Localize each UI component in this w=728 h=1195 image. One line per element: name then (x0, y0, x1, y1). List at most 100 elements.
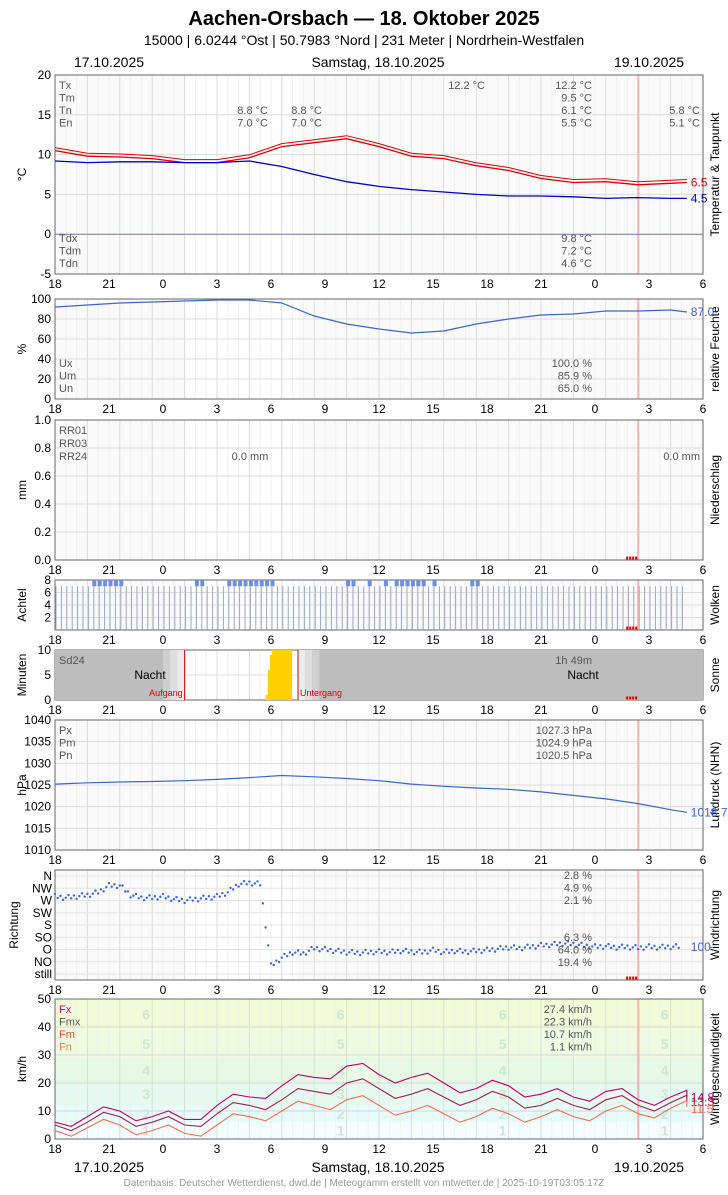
wind_dir-point (423, 949, 427, 952)
wind_dir-point (107, 881, 111, 885)
hum-xtick: 18 (48, 402, 62, 416)
rain-xtick: 21 (102, 563, 116, 577)
rain-label: RR24 (59, 451, 87, 463)
cloud-overcast-mark (394, 580, 399, 587)
wind_dir-point (88, 895, 92, 898)
wind_dir-point (299, 953, 302, 956)
wind_dir-point (72, 894, 76, 897)
wind-xtick: 21 (102, 1142, 116, 1156)
temp-stat-value: 5.8 °C (669, 105, 700, 117)
wind_dir-point (507, 948, 510, 951)
wind_dir-point (518, 945, 521, 949)
wind_dir-point (148, 894, 151, 897)
press-stat-value: 1024.9 hPa (536, 738, 593, 750)
wind_dir-point (105, 886, 108, 889)
wind_dir-point (304, 953, 308, 956)
wind_dir-xtick: 3 (214, 983, 221, 997)
wind_dir-point (542, 945, 545, 948)
wind_dir-point (502, 948, 505, 951)
hum-stat-label: Um (59, 371, 76, 383)
sun-bar (289, 650, 293, 700)
wind_dir-point (550, 943, 553, 946)
cloud-xtick: 0 (592, 633, 599, 647)
sun-side-label: Sonne (708, 657, 722, 692)
wind-frame (54, 998, 704, 1140)
sun-twilight (170, 650, 178, 700)
rain-xtick: 0 (592, 563, 599, 577)
wind_dir-point (337, 947, 340, 951)
press-xtick: 3 (646, 853, 653, 867)
cloud-overcast-mark (367, 580, 372, 587)
sunrise-label: Aufgang (149, 688, 183, 698)
rain-day-bg (184, 420, 298, 560)
wind_dir-ytick: N (43, 869, 52, 883)
wind_dir-point (64, 896, 68, 899)
sun-xtick: 3 (646, 703, 653, 717)
sun-xtick: 15 (426, 703, 440, 717)
temp-series-max (54, 135, 687, 183)
cloud-overcast-mark (383, 580, 388, 587)
temp-series-dew (54, 160, 687, 200)
wind_dir-point (604, 945, 607, 948)
sun-twilight (305, 650, 313, 700)
wind_dir-point (80, 892, 84, 895)
wind-xtick: 18 (480, 1142, 494, 1156)
rain-label: RR01 (59, 425, 87, 437)
beaufort-label: 3 (661, 1086, 669, 1102)
cloud-xtick: 18 (48, 633, 62, 647)
press-series-p (54, 774, 687, 813)
beaufort-label: 6 (337, 1006, 345, 1022)
sun-xtick: 21 (102, 703, 116, 717)
temp-ytick: 5 (44, 187, 51, 201)
dew-stat-label: Tdn (59, 258, 78, 270)
hum-stat-label: Un (59, 383, 73, 395)
wind_dir-point (599, 944, 602, 947)
wind_dir-point (102, 890, 105, 893)
wind_dir-point (426, 952, 429, 955)
wind_dir-point (53, 892, 57, 896)
rain-xtick: 18 (48, 563, 62, 577)
cloud-overcast-mark (194, 580, 199, 587)
temp-stat-value: 12.2 °C (555, 80, 592, 92)
cloud-xtick: 18 (480, 633, 494, 647)
hum-stat-label: Ux (59, 358, 73, 370)
wind_dir-point (642, 948, 645, 951)
wind_dir-point (78, 894, 81, 898)
wind_dir-point (448, 951, 451, 954)
wind_dir-point (558, 941, 562, 944)
temp-series-temp (54, 138, 687, 186)
wind_dir-point (394, 951, 397, 954)
cloud-overcast-mark (108, 580, 113, 587)
press-xtick: 12 (372, 853, 386, 867)
wind_dir-point (196, 899, 200, 903)
wind-ylabel: km/h (15, 1056, 29, 1082)
wind_dir-point (628, 948, 632, 951)
rain-ylabel: mm (15, 480, 29, 500)
wind_dir-point (83, 895, 86, 898)
wind_dir-point (469, 950, 472, 953)
wind_dir-point (477, 948, 481, 951)
wind_dir-point (186, 898, 189, 902)
cloud-overcast-mark (92, 580, 97, 587)
sun-ytick: 10 (38, 643, 52, 657)
wind_dir-point (126, 890, 130, 893)
wind_dir-point (407, 951, 410, 954)
temp-ytick: 20 (38, 68, 52, 82)
temp-xtick: 18 (480, 277, 494, 291)
beaufort-label: 3 (142, 1086, 150, 1102)
cloud-overcast-mark (400, 580, 405, 587)
temp-ytick: 0 (44, 227, 51, 241)
temp-xtick: 3 (214, 277, 221, 291)
wind-stat-value: 1.1 km/h (550, 1042, 592, 1054)
temp-stat-value: 5.5 °C (561, 118, 592, 130)
sunset-label: Untergang (300, 688, 342, 698)
wind_dir-point (264, 926, 267, 929)
temp-ytick: -5 (40, 267, 51, 281)
cloud-frame (54, 579, 704, 631)
wind_dir-share: 2.1 % (564, 895, 592, 907)
beaufort-label: 4 (661, 1062, 669, 1078)
temp-xtick: 6 (700, 277, 707, 291)
rain-xtick: 18 (480, 563, 494, 577)
wind_dir-point (253, 882, 256, 885)
wind_dir-point (375, 950, 378, 954)
